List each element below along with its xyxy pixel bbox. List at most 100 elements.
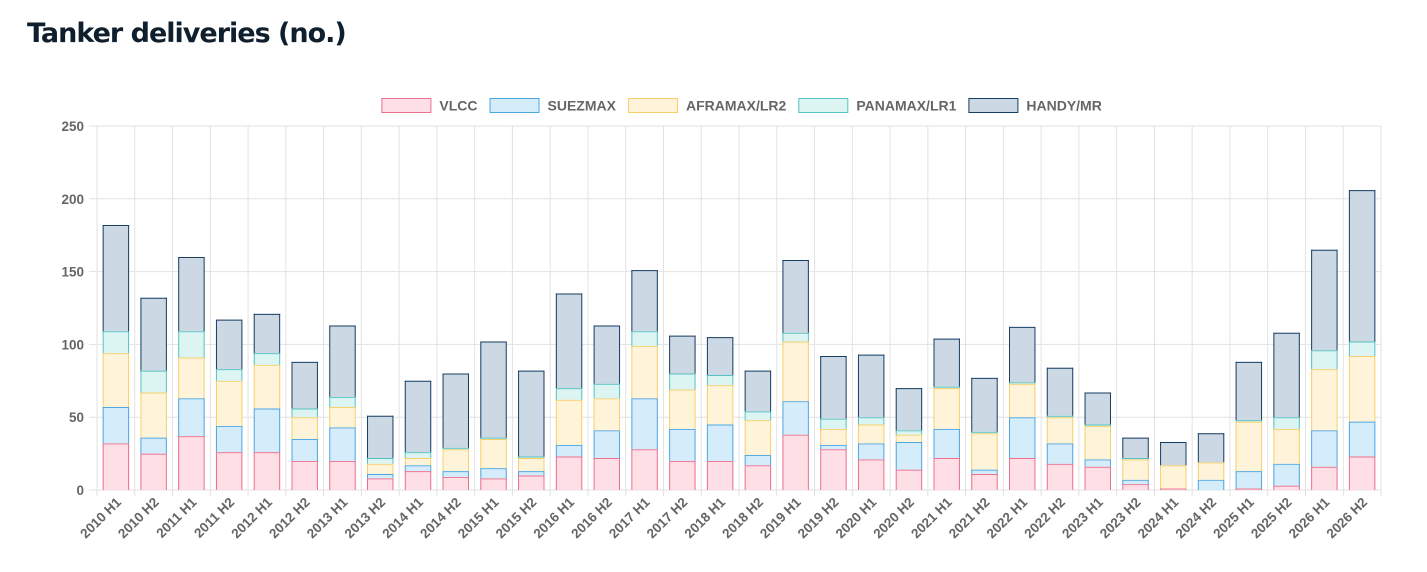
x-tick-label: 2013 H2 [342, 495, 389, 542]
bar-handy-mr-2015-h2 [518, 370, 545, 457]
bar-handy-mr-2015-h1 [480, 341, 507, 438]
bar-handy-mr-2023-h2 [1122, 437, 1149, 458]
bar-stack-2024-h2 [1197, 433, 1225, 490]
bar-handy-mr-2014-h2 [442, 373, 469, 448]
bar-vlcc-2018-h2 [744, 465, 772, 490]
bar-vlcc-2018-h1 [706, 460, 734, 490]
bar-stack-2016-h1 [555, 293, 583, 490]
bar-aframax-lr2-2019-h1 [782, 341, 809, 402]
bar-handy-mr-2026-h2 [1348, 190, 1376, 342]
bar-aframax-lr2-2018-h1 [706, 385, 734, 425]
bar-aframax-lr2-2014-h1 [404, 457, 432, 466]
bar-handy-mr-2018-h2 [744, 370, 772, 412]
bar-stack-2013-h1 [329, 325, 356, 490]
bar-stack-2023-h2 [1122, 437, 1149, 490]
bar-aframax-lr2-2024-h2 [1197, 462, 1225, 480]
bar-panamax-lr1-2013-h1 [329, 396, 356, 408]
bar-vlcc-2017-h2 [669, 460, 696, 490]
bar-suezmax-2011-h2 [215, 425, 243, 453]
bar-panamax-lr1-2025-h2 [1273, 417, 1300, 429]
bar-vlcc-2017-h1 [631, 449, 658, 490]
x-tick-label: 2024 H2 [1172, 495, 1219, 542]
bar-handy-mr-2025-h2 [1273, 332, 1300, 418]
bar-stack-2016-h2 [593, 325, 621, 490]
bar-panamax-lr1-2020-h1 [857, 417, 885, 425]
bar-vlcc-2015-h2 [518, 475, 545, 490]
bar-aframax-lr2-2020-h2 [895, 434, 923, 442]
bar-vlcc-2023-h2 [1122, 484, 1149, 490]
bar-vlcc-2013-h1 [329, 460, 356, 490]
bar-suezmax-2012-h2 [291, 439, 318, 461]
y-tick-label: 150 [61, 265, 84, 280]
bar-suezmax-2016-h1 [555, 444, 583, 457]
legend-swatch [627, 98, 678, 113]
bar-panamax-lr1-2010-h2 [140, 370, 167, 393]
bar-panamax-lr1-2017-h1 [631, 331, 658, 346]
bar-vlcc-2015-h1 [480, 478, 507, 490]
gridlines [89, 125, 1382, 496]
bar-handy-mr-2016-h1 [555, 293, 583, 389]
bar-suezmax-2024-h2 [1197, 479, 1225, 490]
bar-stack-2023-h1 [1084, 392, 1111, 490]
bar-panamax-lr1-2019-h1 [782, 332, 809, 342]
bar-panamax-lr1-2012-h1 [253, 353, 281, 365]
bar-suezmax-2021-h1 [933, 428, 960, 458]
legend-item-handy-mr[interactable]: HANDY/MR [968, 98, 1102, 114]
bar-stack-2011-h1 [178, 257, 205, 490]
bar-aframax-lr2-2022-h2 [1046, 417, 1074, 444]
bar-suezmax-2021-h2 [971, 469, 998, 474]
bar-vlcc-2014-h1 [404, 471, 432, 490]
bar-panamax-lr1-2010-h1 [102, 331, 130, 354]
x-tick-label: 2012 H2 [266, 495, 313, 542]
bar-vlcc-2025-h2 [1273, 485, 1300, 490]
legend-item-vlcc[interactable]: VLCC [381, 98, 478, 114]
bar-handy-mr-2022-h2 [1046, 367, 1074, 416]
bar-suezmax-2023-h2 [1122, 479, 1149, 485]
legend-label: AFRAMAX/LR2 [686, 98, 787, 114]
bar-aframax-lr2-2021-h2 [971, 433, 998, 470]
bar-handy-mr-2011-h1 [178, 257, 205, 332]
legend-item-panamax-lr1[interactable]: PANAMAX/LR1 [798, 98, 957, 114]
bar-panamax-lr1-2020-h2 [895, 430, 923, 435]
bar-handy-mr-2021-h1 [933, 338, 960, 387]
bar-suezmax-2026-h2 [1348, 421, 1376, 457]
bar-panamax-lr1-2026-h1 [1311, 350, 1338, 370]
bar-panamax-lr1-2013-h2 [367, 457, 394, 464]
bar-vlcc-2016-h2 [593, 457, 621, 490]
bar-handy-mr-2010-h2 [140, 297, 167, 371]
legend-swatch [381, 98, 432, 113]
bar-handy-mr-2018-h1 [706, 337, 734, 375]
bar-aframax-lr2-2017-h1 [631, 345, 658, 399]
bars [102, 190, 1376, 490]
bar-aframax-lr2-2015-h2 [518, 457, 545, 472]
bar-suezmax-2017-h2 [669, 428, 696, 461]
bar-vlcc-2021-h2 [971, 473, 998, 490]
bar-panamax-lr1-2018-h2 [744, 411, 772, 421]
x-tick-label: 2026 H2 [1324, 495, 1371, 542]
bar-aframax-lr2-2016-h2 [593, 398, 621, 431]
legend-item-aframax-lr2[interactable]: AFRAMAX/LR2 [627, 98, 787, 114]
bar-vlcc-2011-h2 [215, 452, 243, 490]
bar-aframax-lr2-2016-h1 [555, 399, 583, 445]
bar-handy-mr-2024-h2 [1197, 433, 1225, 463]
x-tick-label: 2020 H2 [870, 495, 917, 542]
bar-handy-mr-2011-h2 [215, 319, 243, 370]
bar-vlcc-2026-h2 [1348, 456, 1376, 490]
legend-label: VLCC [439, 98, 477, 114]
bar-aframax-lr2-2017-h2 [669, 389, 696, 429]
bar-aframax-lr2-2023-h2 [1122, 459, 1149, 480]
bar-panamax-lr1-2026-h2 [1348, 341, 1376, 357]
bar-handy-mr-2020-h2 [895, 388, 923, 431]
bar-aframax-lr2-2020-h1 [857, 424, 885, 444]
bar-suezmax-2015-h2 [518, 471, 545, 476]
legend-item-suezmax[interactable]: SUEZMAX [489, 98, 617, 114]
legend-label: PANAMAX/LR1 [856, 98, 956, 114]
bar-vlcc-2022-h2 [1046, 463, 1074, 490]
bar-panamax-lr1-2019-h2 [820, 418, 847, 429]
bar-aframax-lr2-2012-h1 [253, 364, 281, 409]
bar-handy-mr-2017-h2 [669, 335, 696, 374]
bar-stack-2025-h1 [1235, 361, 1263, 490]
bar-panamax-lr1-2011-h1 [178, 331, 205, 358]
bar-aframax-lr2-2010-h1 [102, 353, 130, 408]
